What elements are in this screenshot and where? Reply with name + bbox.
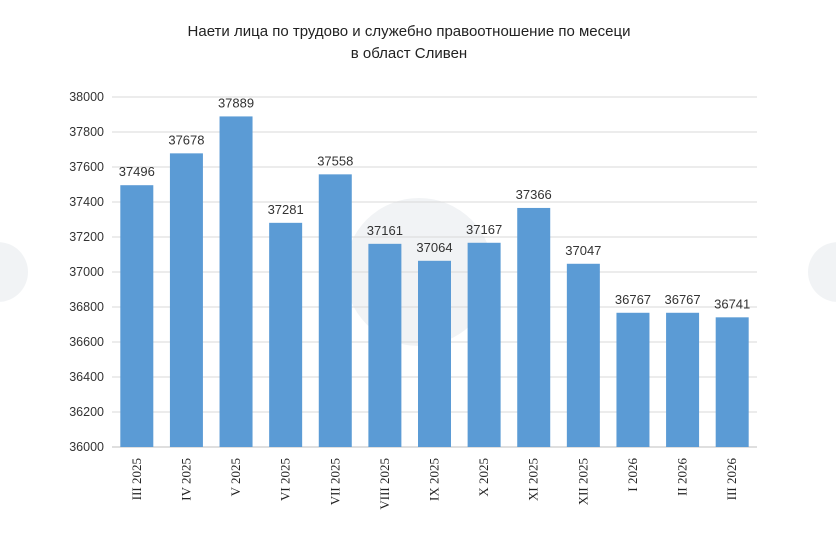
y-tick-label: 37000 [69,265,104,279]
watermark-circle [0,242,28,302]
bar [418,260,451,447]
y-tick-label: 37200 [69,230,104,244]
bar [318,174,352,447]
chart-title-line-1: Наети лица по трудово и служебно правоот… [188,23,631,40]
bars [120,116,749,448]
x-tick-label: V 2025 [228,458,243,496]
bar [169,153,203,447]
x-tick-label: I 2026 [625,458,640,492]
data-label: 36767 [664,292,700,307]
data-label: 37496 [119,164,155,179]
x-tick-label: VII 2025 [327,458,342,505]
bar [715,317,749,447]
x-tick-label: II 2026 [675,458,690,496]
y-tick-label: 37800 [69,125,104,139]
bar [120,185,154,447]
bar [566,263,600,447]
bar [269,222,303,447]
data-label: 37064 [416,240,452,255]
x-axis-ticks: III 2025 IV 2025 V 2025 VI 2025 VII 2025 VIII… [129,458,739,510]
y-axis-ticks: 36000 36200 36400 36600 36800 37000 37200 37400… [69,90,104,454]
data-label: 37366 [516,187,552,202]
x-tick-label: IX 2025 [427,458,442,501]
x-tick-label: VI 2025 [278,458,293,501]
data-label: 37889 [218,95,254,110]
bar [368,243,402,447]
y-tick-label: 36800 [69,300,104,314]
data-label: 37047 [565,243,601,258]
bar [467,242,501,447]
y-tick-label: 36000 [69,440,104,454]
watermark-circle [808,242,836,302]
data-label: 37678 [168,132,204,147]
y-tick-label: 37400 [69,195,104,209]
x-tick-label: III 2025 [129,458,144,500]
data-label: 37167 [466,222,502,237]
y-tick-label: 38000 [69,90,104,104]
bar [219,116,253,448]
x-tick-label: III 2026 [724,458,739,501]
y-tick-label: 36600 [69,335,104,349]
data-label: 36767 [615,292,651,307]
data-label: 37281 [268,202,304,217]
data-label: 37161 [367,223,403,238]
x-tick-label: XI 2025 [526,458,541,501]
x-tick-label: XII 2025 [575,458,590,505]
data-labels: 37496 37678 37889 37281 37558 37161 37064 37167… [119,95,751,311]
x-tick-label: X 2025 [476,458,491,497]
y-tick-label: 36200 [69,405,104,419]
bar [616,312,650,447]
data-label: 36741 [714,296,750,311]
bar [666,312,700,447]
y-tick-label: 37600 [69,160,104,174]
y-tick-label: 36400 [69,370,104,384]
bar [517,207,551,447]
x-tick-label: VIII 2025 [377,458,392,510]
chart-title-line-2: в област Сливен [351,45,467,62]
data-label: 37558 [317,153,353,168]
x-tick-label: IV 2025 [178,458,193,501]
